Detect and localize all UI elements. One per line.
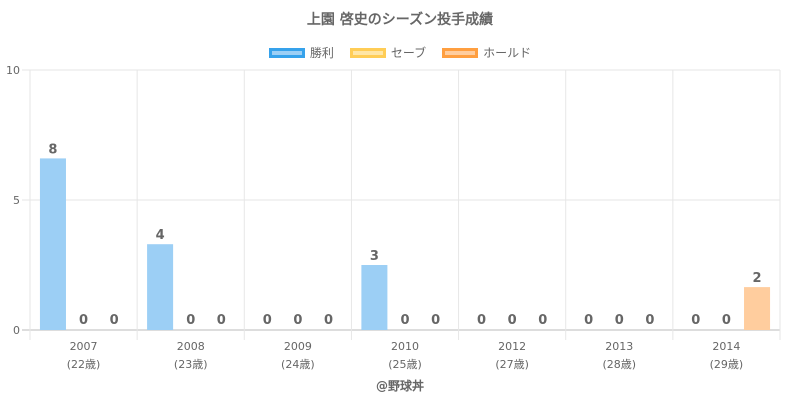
legend-item-wins[interactable]: 勝利 <box>268 44 334 61</box>
x-tick-sublabel: (29歳) <box>710 358 744 371</box>
legend-swatch-holds <box>442 47 479 58</box>
x-tick-label: 2014 <box>712 340 740 353</box>
legend: 勝利 セーブ ホールド <box>0 44 800 61</box>
data-label: 0 <box>615 313 624 328</box>
data-label: 2 <box>753 271 762 286</box>
legend-label-holds: ホールド <box>483 46 532 60</box>
legend-label-saves: セーブ <box>390 46 427 60</box>
x-tick-label: 2010 <box>391 340 419 353</box>
data-label: 4 <box>156 228 165 243</box>
footer-credit: @野球丼 <box>375 379 424 393</box>
data-label: 3 <box>370 249 379 264</box>
data-label: 0 <box>110 313 119 328</box>
data-label: 0 <box>400 313 409 328</box>
data-label: 0 <box>584 313 593 328</box>
y-tick-label: 5 <box>13 194 20 207</box>
legend-label-wins: 勝利 <box>309 46 334 60</box>
data-label: 0 <box>538 313 547 328</box>
legend-item-saves[interactable]: セーブ <box>349 44 427 61</box>
x-tick-label: 2012 <box>498 340 526 353</box>
bar <box>361 265 388 330</box>
bar <box>39 158 66 330</box>
x-tick-sublabel: (25歳) <box>388 358 422 371</box>
x-tick-sublabel: (28歳) <box>602 358 636 371</box>
y-tick-label: 10 <box>6 64 20 77</box>
legend-swatch-saves <box>349 47 386 58</box>
data-label: 0 <box>324 313 333 328</box>
x-tick-sublabel: (24歳) <box>281 358 315 371</box>
data-label: 0 <box>263 313 272 328</box>
x-tick-sublabel: (22歳) <box>67 358 101 371</box>
legend-swatch-wins <box>268 47 305 58</box>
data-label: 0 <box>293 313 302 328</box>
bar <box>147 244 174 330</box>
data-label: 0 <box>79 313 88 328</box>
data-label: 0 <box>691 313 700 328</box>
data-label: 0 <box>508 313 517 328</box>
data-label: 0 <box>477 313 486 328</box>
x-tick-label: 2013 <box>605 340 633 353</box>
y-tick-label: 0 <box>13 324 20 337</box>
data-label: 0 <box>431 313 440 328</box>
bar <box>744 287 771 330</box>
data-label: 0 <box>217 313 226 328</box>
x-tick-sublabel: (27歳) <box>495 358 529 371</box>
data-label: 0 <box>722 313 731 328</box>
x-tick-label: 2009 <box>284 340 312 353</box>
x-tick-sublabel: (23歳) <box>174 358 208 371</box>
data-label: 0 <box>186 313 195 328</box>
x-tick-label: 2008 <box>177 340 205 353</box>
data-label: 8 <box>48 142 57 157</box>
legend-item-holds[interactable]: ホールド <box>442 44 531 61</box>
chart-title: 上園 啓史のシーズン投手成績 <box>306 12 494 28</box>
data-label: 0 <box>645 313 654 328</box>
x-tick-label: 2007 <box>70 340 98 353</box>
